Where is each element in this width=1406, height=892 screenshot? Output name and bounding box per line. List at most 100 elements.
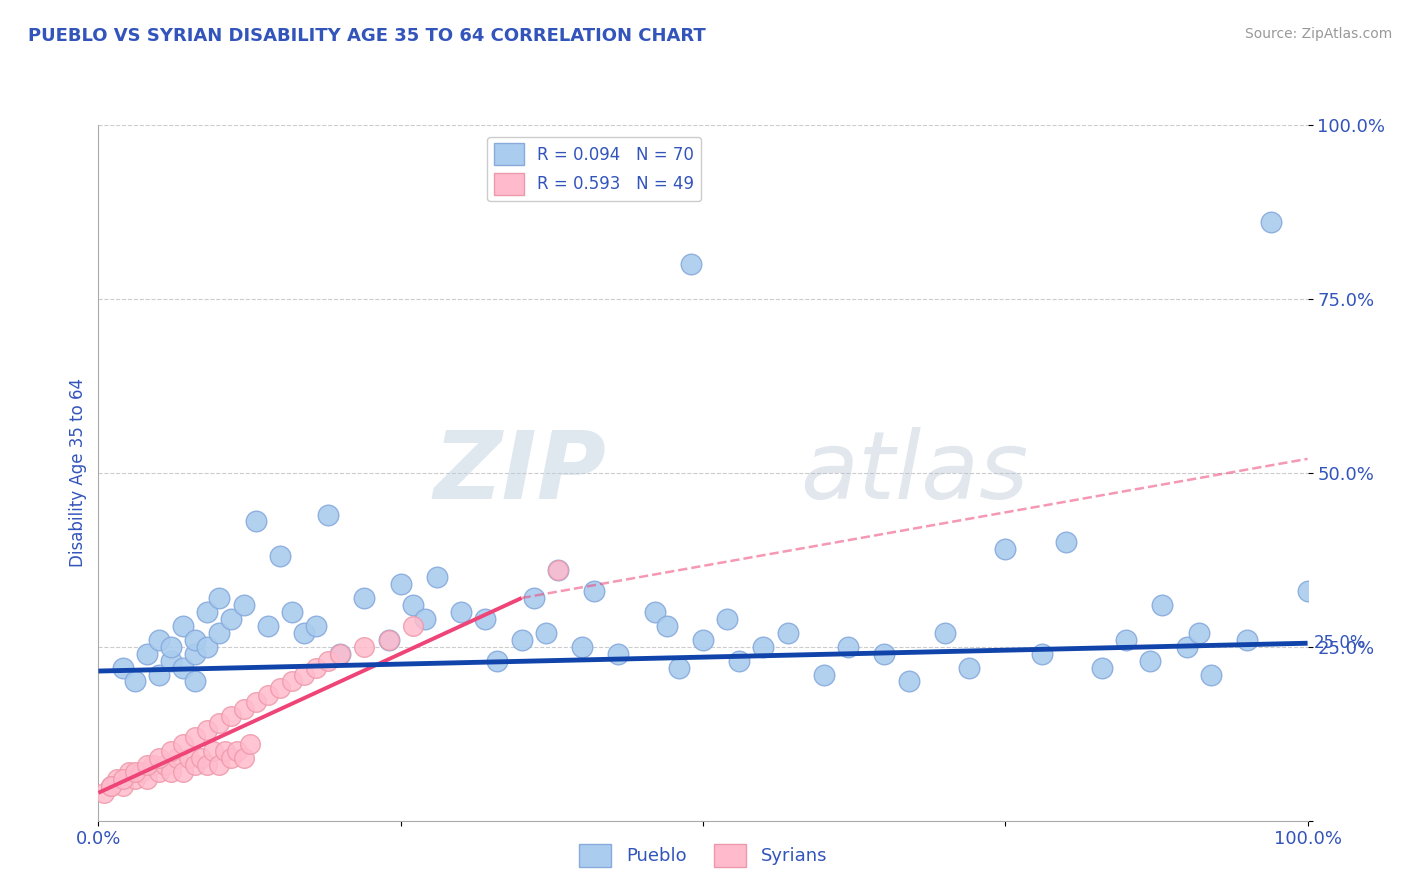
Point	[221, 709, 243, 723]
Point	[655, 619, 678, 633]
Point	[208, 758, 231, 772]
Point	[142, 758, 165, 772]
Point	[135, 758, 157, 772]
Point	[897, 674, 920, 689]
Point	[269, 681, 291, 696]
Point	[316, 654, 339, 668]
Point	[195, 758, 218, 772]
Text: 25.0%: 25.0%	[1313, 634, 1367, 652]
Point	[184, 758, 207, 772]
Point	[1199, 667, 1222, 681]
Point	[184, 730, 207, 744]
Point	[389, 577, 412, 591]
Point	[873, 647, 896, 661]
Point	[184, 647, 207, 661]
Point	[232, 702, 254, 716]
Point	[1236, 632, 1258, 647]
Point	[547, 563, 569, 577]
Point	[1139, 654, 1161, 668]
Point	[256, 689, 278, 703]
Point	[534, 625, 557, 640]
Point	[93, 786, 115, 800]
Point	[245, 695, 267, 709]
Point	[1260, 215, 1282, 229]
Point	[208, 591, 231, 605]
Point	[202, 744, 225, 758]
Point	[195, 723, 218, 738]
Point	[148, 764, 170, 779]
Point	[668, 660, 690, 674]
Point	[239, 737, 262, 751]
Point	[111, 660, 134, 674]
Point	[752, 640, 775, 654]
Point	[208, 625, 231, 640]
Y-axis label: Disability Age 35 to 64: Disability Age 35 to 64	[69, 378, 87, 567]
Point	[474, 612, 496, 626]
Point	[221, 612, 243, 626]
Legend: R = 0.094   N = 70, R = 0.593   N = 49: R = 0.094 N = 70, R = 0.593 N = 49	[488, 136, 702, 202]
Point	[166, 751, 188, 765]
Point	[547, 563, 569, 577]
Point	[232, 751, 254, 765]
Point	[281, 605, 304, 619]
Point	[160, 654, 183, 668]
Point	[160, 640, 183, 654]
Point	[377, 632, 399, 647]
Point	[124, 772, 146, 786]
Point	[728, 654, 751, 668]
Point	[172, 660, 194, 674]
Point	[716, 612, 738, 626]
Point	[353, 591, 375, 605]
Point	[160, 744, 183, 758]
Text: Source: ZipAtlas.com: Source: ZipAtlas.com	[1244, 27, 1392, 41]
Point	[135, 647, 157, 661]
Text: atlas: atlas	[800, 427, 1028, 518]
Point	[523, 591, 546, 605]
Point	[184, 674, 207, 689]
Point	[1188, 625, 1211, 640]
Point	[160, 764, 183, 779]
Point	[957, 660, 980, 674]
Point	[105, 772, 128, 786]
Point	[353, 640, 375, 654]
Point	[172, 737, 194, 751]
Point	[292, 667, 315, 681]
Point	[510, 632, 533, 647]
Point	[135, 772, 157, 786]
Point	[195, 605, 218, 619]
Point	[148, 751, 170, 765]
Point	[1031, 647, 1053, 661]
Point	[377, 632, 399, 647]
Point	[172, 764, 194, 779]
Point	[208, 716, 231, 731]
Point	[148, 632, 170, 647]
Point	[232, 598, 254, 612]
Point	[1296, 584, 1319, 599]
Point	[305, 619, 328, 633]
Point	[118, 764, 141, 779]
Point	[1175, 640, 1198, 654]
Point	[195, 640, 218, 654]
Point	[129, 764, 152, 779]
Text: PUEBLO VS SYRIAN DISABILITY AGE 35 TO 64 CORRELATION CHART: PUEBLO VS SYRIAN DISABILITY AGE 35 TO 64…	[28, 27, 706, 45]
Point	[607, 647, 630, 661]
Point	[776, 625, 799, 640]
Point	[172, 619, 194, 633]
Point	[329, 647, 352, 661]
Point	[281, 674, 304, 689]
Point	[214, 744, 236, 758]
Point	[124, 764, 146, 779]
Point	[402, 619, 425, 633]
Point	[486, 654, 509, 668]
Point	[413, 612, 436, 626]
Point	[190, 751, 212, 765]
Point	[426, 570, 449, 584]
Legend: Pueblo, Syrians: Pueblo, Syrians	[572, 837, 834, 874]
Point	[644, 605, 666, 619]
Point	[837, 640, 859, 654]
Point	[269, 549, 291, 564]
Point	[813, 667, 835, 681]
Point	[316, 508, 339, 522]
Point	[583, 584, 606, 599]
Point	[1091, 660, 1114, 674]
